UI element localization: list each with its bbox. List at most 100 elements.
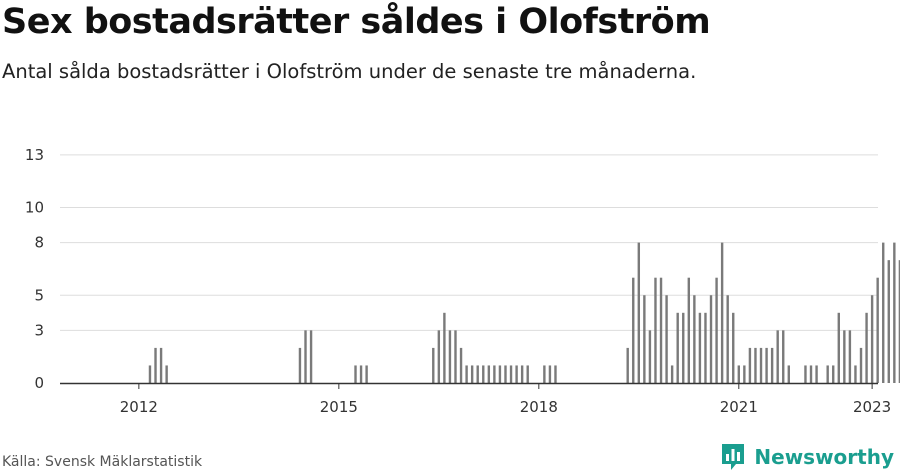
bar [737,365,740,383]
bar [759,347,763,383]
bar [354,365,357,383]
bar [626,347,629,383]
x-tick-label: 2018 [520,398,558,416]
bar [676,312,679,383]
bar [665,295,668,383]
y-tick-label: 8 [34,234,44,252]
bar [748,347,752,383]
bar [659,277,663,383]
bar [687,277,691,383]
y-tick-label: 10 [25,199,44,217]
bar [437,330,441,383]
bar [365,365,368,383]
bar [520,365,524,383]
bar [898,260,900,383]
bar [804,365,807,383]
bar [159,347,163,383]
bar [715,277,718,383]
bar [482,365,485,383]
gridlines [60,154,878,331]
bar [865,312,868,383]
bar [887,260,890,383]
bar [704,312,707,383]
bar [148,365,152,383]
bar [776,330,779,383]
bar [709,295,713,383]
bar [698,312,702,383]
bar [448,330,452,383]
bar [493,365,496,383]
x-tick-label: 2023 [853,398,891,416]
bar [509,365,513,383]
bar [843,330,846,383]
bar [670,365,674,383]
x-tick-label: 2012 [120,398,158,416]
x-tick-label: 2015 [320,398,358,416]
bar [854,365,857,383]
brand-name: Newsworthy [754,445,894,469]
bar [359,365,363,383]
bar [837,312,840,383]
bar [782,330,785,383]
y-axis-ticks: 0 3 5 8 10 13 [25,146,44,392]
bar [459,347,463,383]
bar [876,277,879,383]
source-note: Källa: Svensk Mäklarstatistik [2,454,203,470]
bar [632,277,635,383]
bar [432,347,435,383]
bar [893,242,896,383]
bar [648,330,652,383]
bar [498,365,502,383]
bar [682,312,685,383]
bar [165,365,168,383]
bar [770,347,774,383]
bar [726,295,729,383]
bars [148,242,900,383]
x-axis: 2012 2015 2018 2021 2023 [60,382,891,416]
bar [515,365,518,383]
bar [309,330,313,383]
y-tick-label: 3 [34,321,44,339]
bar [720,242,724,383]
bar [548,365,552,383]
bar [848,330,852,383]
bar [815,365,818,383]
bar [643,295,646,383]
bar [554,365,557,383]
bar [870,295,874,383]
bar [882,242,885,383]
bar [454,330,457,383]
bar [859,347,863,383]
bar [743,365,746,383]
bar [298,347,302,383]
chart-title: Sex bostadsrätter såldes i Olofström [2,2,711,42]
bar [304,330,307,383]
bar-chart-speech-bubble-icon [722,444,745,470]
brand-logo[interactable]: Newsworthy [720,442,894,472]
chart-subtitle: Antal sålda bostadsrätter i Olofström un… [2,60,697,83]
bar [526,365,529,383]
bar [654,277,657,383]
bar [787,365,790,383]
bar [465,365,468,383]
bar [487,365,491,383]
x-tick-label: 2021 [720,398,758,416]
bar [543,365,546,383]
bar [443,312,446,383]
bar [637,242,641,383]
bar [732,312,735,383]
y-tick-label: 0 [34,374,44,392]
bar [693,295,696,383]
bar [754,347,757,383]
bar [832,365,835,383]
y-tick-label: 13 [25,146,44,164]
bar [470,365,474,383]
bar [504,365,507,383]
bar [476,365,479,383]
bar [809,365,813,383]
bar [154,347,157,383]
bar [765,347,768,383]
bar [826,365,829,383]
y-tick-label: 5 [34,286,44,304]
